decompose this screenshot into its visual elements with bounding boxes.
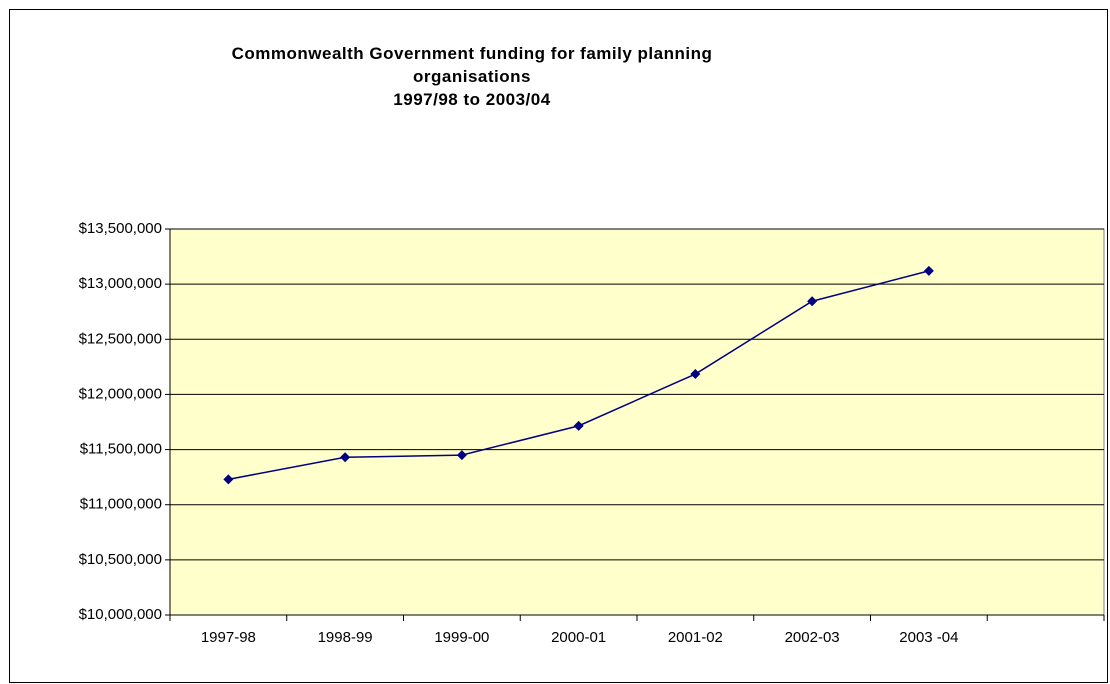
x-tick-label: 1999-00 <box>434 629 489 646</box>
x-tick-label: 2000-01 <box>551 629 606 646</box>
y-tick-label: $11,000,000 <box>80 496 162 513</box>
chart-title: Commonwealth Government funding for fami… <box>231 44 713 86</box>
x-tick-label: 2003 -04 <box>899 629 958 646</box>
chart-subtitle: 1997/98 to 2003/04 <box>393 90 551 109</box>
x-tick-label: 2002-03 <box>785 629 840 646</box>
plot-area <box>169 228 1105 616</box>
data-point <box>807 296 818 307</box>
data-point <box>456 450 467 461</box>
y-tick-label: $10,000,000 <box>79 606 162 623</box>
data-point <box>923 265 934 276</box>
data-point <box>573 420 584 431</box>
data-point <box>223 474 234 485</box>
y-tick-label: $13,500,000 <box>79 220 162 237</box>
x-tick-label: 1998-99 <box>318 629 373 646</box>
data-point <box>340 452 351 463</box>
x-tick-label: 1997-98 <box>201 629 256 646</box>
y-tick-label: $12,500,000 <box>79 330 162 347</box>
x-tick-label: 2001-02 <box>668 629 723 646</box>
y-tick-label: $13,000,000 <box>79 275 162 292</box>
y-tick-label: $12,000,000 <box>79 385 162 402</box>
y-tick-label: $11,500,000 <box>80 441 162 458</box>
y-tick-label: $10,500,000 <box>79 551 162 568</box>
data-point <box>690 369 701 380</box>
